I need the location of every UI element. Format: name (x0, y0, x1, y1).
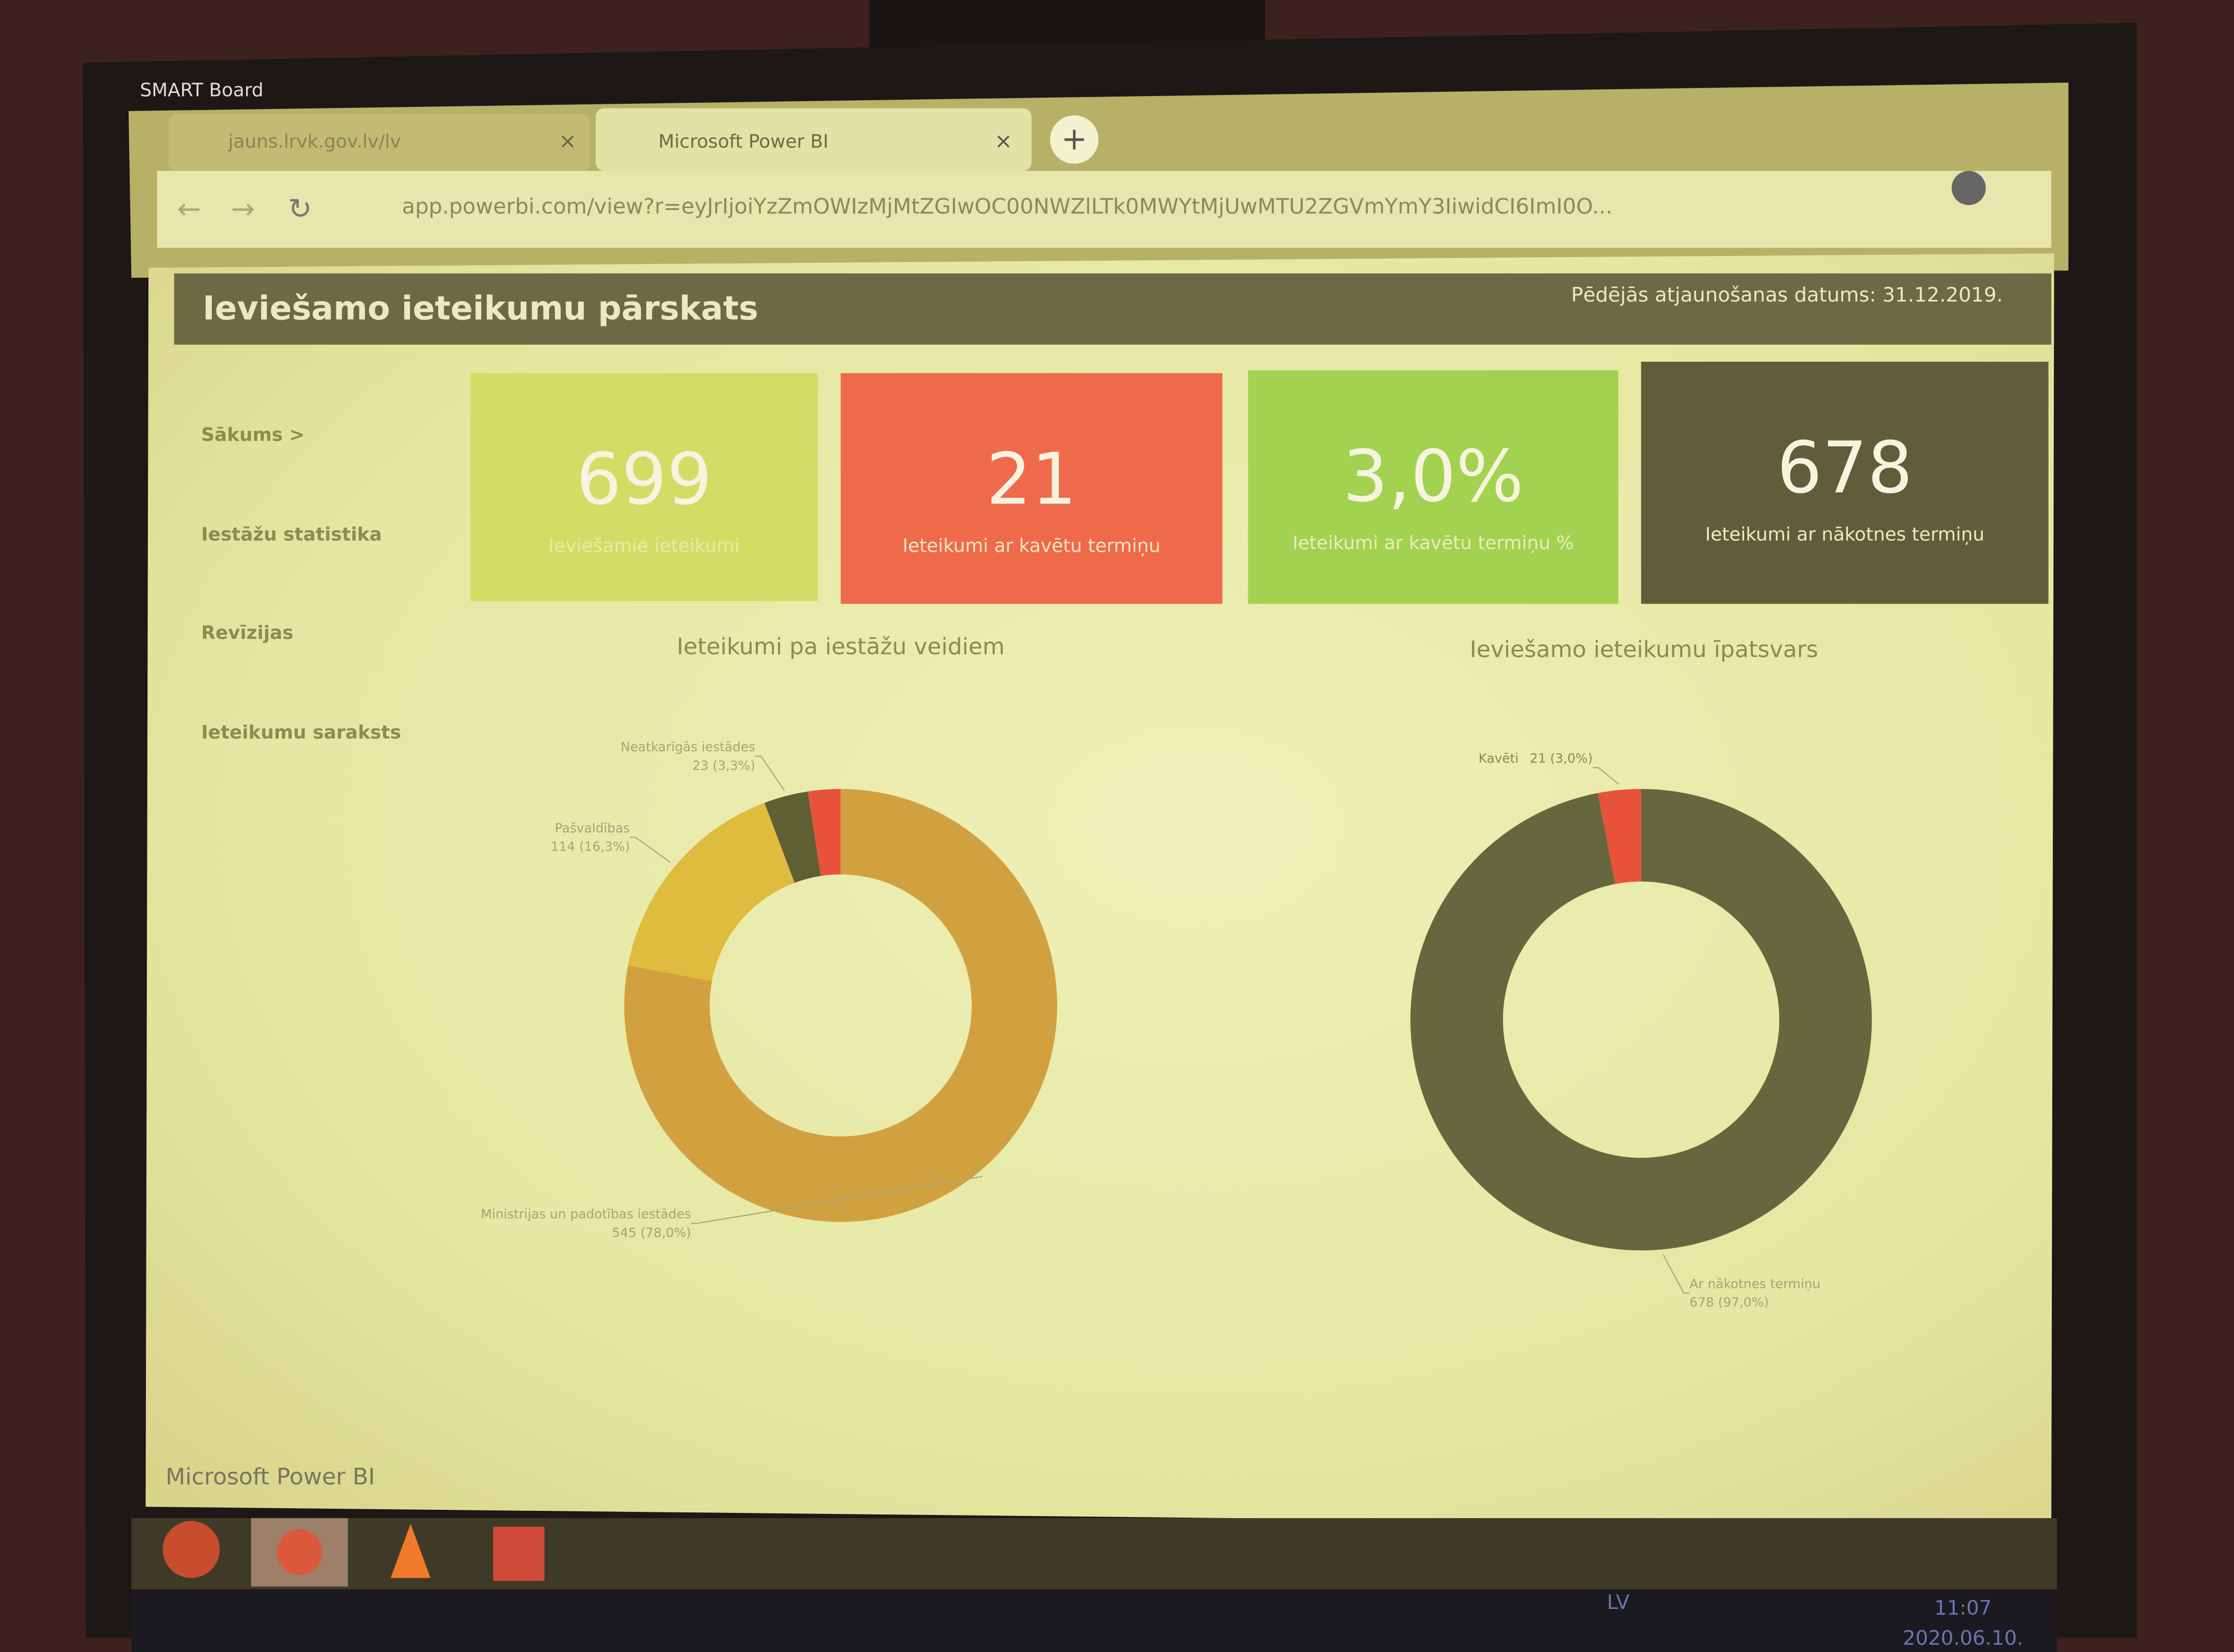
back[interactable]: ← (177, 192, 201, 225)
chart-title: Ieviešamo ieteikumu īpatsvars (1470, 636, 1818, 663)
forward[interactable]: → (231, 192, 255, 225)
kpi-value: 21 (986, 439, 1077, 521)
logo: SMART Board (140, 80, 264, 101)
slice-label: Neatkarīgās iestādes (621, 740, 755, 755)
slice-value-label: 21 (3,0%) (1530, 751, 1592, 766)
leader-line (691, 1176, 983, 1224)
slice-label: Ministrijas un padotības iestādes (481, 1207, 691, 1222)
kpi-label: Ieviešamie ieteikumi (549, 536, 740, 557)
clock-date[interactable]: 2020.06.10. (1903, 1627, 2023, 1650)
donut-slice (764, 791, 821, 883)
profile[interactable] (1951, 171, 1986, 206)
donut-slice (808, 789, 841, 876)
new-tab-plus[interactable]: + (1061, 121, 1087, 157)
chrome-icon[interactable] (277, 1530, 322, 1575)
nav-link[interactable]: Ieteikumu saraksts (201, 722, 401, 743)
leader-line (1592, 767, 1619, 785)
url[interactable]: app.powerbi.com/view?r=eyJrIjoiYzZmOWIzM… (402, 194, 1613, 219)
tab-close[interactable]: × (558, 128, 576, 153)
donut-slice (624, 789, 1057, 1222)
kpi-value: 699 (576, 439, 712, 521)
kpi-value: 3,0% (1343, 435, 1524, 518)
kpi-card[interactable] (1641, 361, 2049, 604)
kpi-card[interactable] (470, 373, 818, 601)
updated-date: Pēdējās atjaunošanas datums: 31.12.2019. (1571, 283, 2003, 307)
nav-link[interactable]: Revīzijas (201, 622, 294, 644)
taskbar-tray (131, 1589, 2058, 1652)
kpi-label: Ieteikumi ar kavētu termiņu (903, 536, 1161, 557)
slice-value-label: 678 (97,0%) (1690, 1295, 1769, 1310)
leader-line (755, 755, 785, 791)
vlc-icon[interactable] (390, 1524, 431, 1578)
start-button[interactable] (162, 1521, 220, 1578)
tab-title[interactable]: jauns.lrvk.gov.lv/lv (228, 131, 401, 152)
kpi-value: 678 (1777, 427, 1913, 510)
header-title: Ieviešamo ieteikumu pārskats (202, 289, 758, 327)
taskbar (131, 1518, 2058, 1590)
header-bar (174, 273, 2052, 345)
slice-label: Pašvaldības (555, 821, 630, 836)
tab-close[interactable]: × (995, 128, 1012, 153)
slice-value-label: 545 (78,0%) (612, 1225, 691, 1240)
slice-value-label: 23 (3,3%) (692, 758, 755, 773)
tab-title[interactable]: Microsoft Power BI (658, 131, 828, 152)
toolbar (157, 171, 2052, 248)
leader-line (630, 837, 671, 863)
language[interactable]: LV (1607, 1591, 1629, 1614)
slice-label: Kavēti (1479, 751, 1519, 766)
nav-link[interactable]: Iestāžu statistika (201, 524, 382, 545)
tab-active[interactable] (595, 108, 1032, 171)
ppt-icon[interactable] (493, 1526, 544, 1581)
footer-brand: Microsoft Power BI (166, 1464, 375, 1490)
leader-line (1663, 1254, 1690, 1294)
donut-slice (1598, 789, 1641, 884)
reload[interactable]: ↻ (288, 192, 312, 225)
chart-title: Ieteikumi pa iestāžu veidiem (677, 634, 1005, 660)
tab[interactable] (168, 114, 590, 171)
slice-label: Ar nākotnes termiņu (1690, 1276, 1820, 1291)
donut-slice (628, 802, 795, 981)
clock-time[interactable]: 11:07 (1935, 1596, 1992, 1620)
kpi-card[interactable] (1248, 370, 1618, 604)
donut-slice (1410, 789, 1872, 1251)
slice-value-label: 114 (16,3%) (551, 839, 630, 854)
kpi-card[interactable] (840, 373, 1223, 604)
kpi-label: Ieteikumi ar kavētu termiņu % (1292, 533, 1574, 554)
new-tab[interactable] (1050, 115, 1099, 164)
nav-link[interactable]: Sākums > (201, 425, 305, 446)
kpi-label: Ieteikumi ar nākotnes termiņu (1705, 524, 1984, 545)
